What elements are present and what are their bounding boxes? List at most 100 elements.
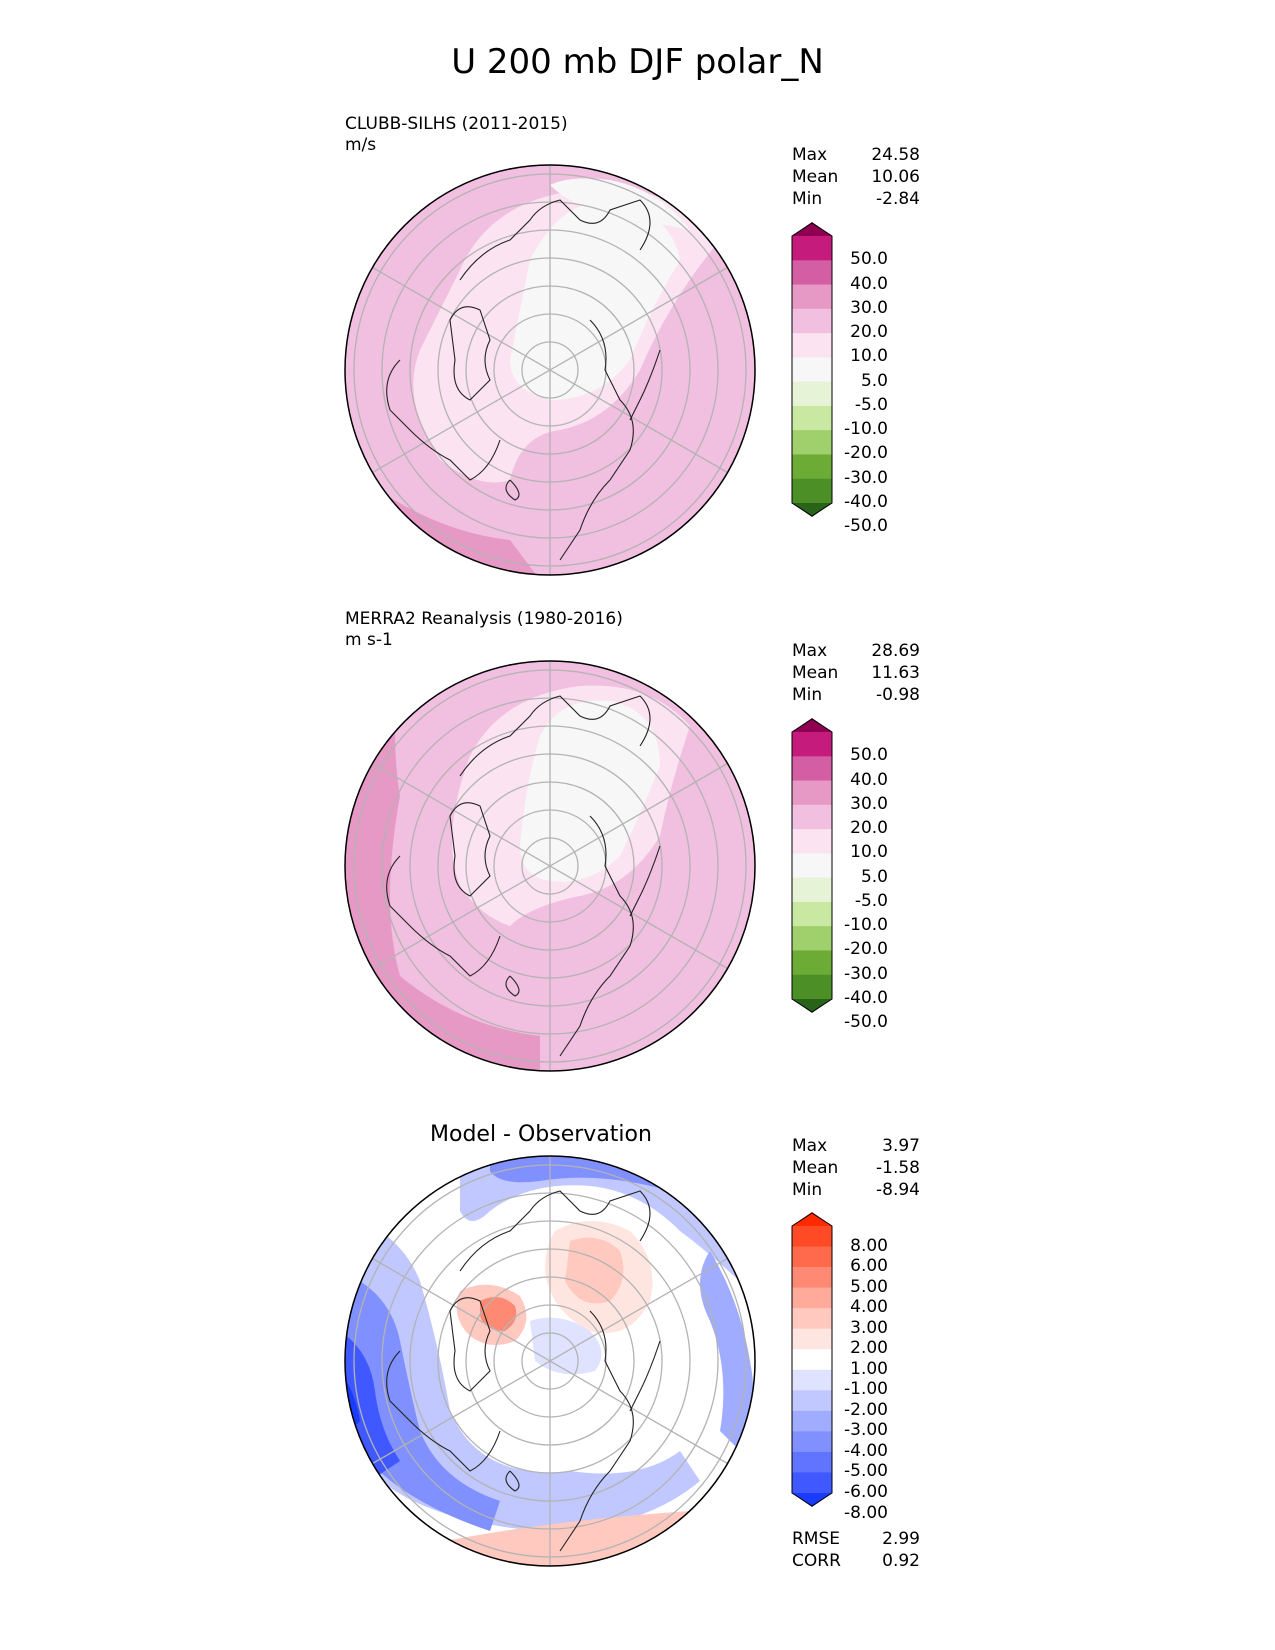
colorbar-tick-label: 6.00 <box>850 1256 888 1277</box>
colorbar-segment <box>792 357 832 383</box>
panel-2-graticule <box>353 661 747 1071</box>
colorbar-tick-label: 8.00 <box>850 1235 888 1256</box>
colorbar-tick-label: -4.00 <box>844 1440 888 1461</box>
colorbar-segment <box>792 1410 832 1432</box>
colorbar-tick-label: -5.00 <box>844 1461 888 1482</box>
stat-min-value: -8.94 <box>876 1180 920 1200</box>
colorbar-tick-label: -3.00 <box>844 1420 888 1441</box>
colorbar-tick-label: 5.0 <box>860 866 888 887</box>
colorbar-segment <box>792 1451 832 1473</box>
colorbar-segment <box>792 381 832 407</box>
panel-2-units: m s-1 <box>345 630 393 650</box>
colorbar-segment <box>792 1226 832 1248</box>
stat-min-label: Min <box>792 685 823 705</box>
stat-mean-label: Mean <box>792 1158 839 1178</box>
colorbar-tick-label: 10.0 <box>850 842 888 863</box>
panel-3-title: Model - Observation <box>430 1122 652 1147</box>
colorbar-tick-label: -30.0 <box>844 963 888 984</box>
colorbar-segment <box>792 284 832 310</box>
panel-2-title: MERRA2 Reanalysis (1980-2016) m s-1 <box>345 609 623 651</box>
panel-1-stats: Max 24.58 Mean 10.06 Min -2.84 <box>792 144 920 210</box>
colorbar-segment <box>792 829 832 854</box>
colorbar-segment <box>792 718 832 732</box>
colorbar-tick-label: 2.00 <box>850 1338 888 1359</box>
colorbar-tick-label: 40.0 <box>850 273 888 294</box>
rmse-value: 2.99 <box>882 1529 920 1549</box>
corr-label: CORR <box>792 1551 841 1571</box>
stat-mean-label: Mean <box>792 663 839 683</box>
figure-title: U 200 mb DJF polar_N <box>451 42 824 82</box>
colorbar-tick-label: -50.0 <box>844 516 888 537</box>
panel-2-coastlines <box>386 695 661 1057</box>
colorbar-segment <box>792 1246 832 1268</box>
colorbar-segment <box>792 1308 832 1330</box>
colorbar-outline <box>791 718 833 1013</box>
panel-3-coastlines <box>386 1190 661 1552</box>
colorbar-segment <box>792 901 832 927</box>
colorbar-tick-label: -2.00 <box>844 1399 888 1420</box>
colorbar-tick-label: 50.0 <box>850 745 888 766</box>
stat-max-value: 28.69 <box>871 641 920 661</box>
colorbar-tick-label: -5.0 <box>854 890 888 911</box>
colorbar-segment <box>792 1287 832 1309</box>
colorbar-tick-label: 30.0 <box>850 297 888 318</box>
colorbar-outline <box>791 1212 833 1507</box>
stat-mean-value: 10.06 <box>871 167 920 187</box>
panel-3-map-boundary <box>344 1155 756 1567</box>
colorbar-tick-label: 10.0 <box>850 346 888 367</box>
colorbar-tick-label: -10.0 <box>844 915 888 936</box>
panel-2-stats: Max 28.69 Mean 11.63 Min -0.98 <box>792 640 920 706</box>
colorbar-tick-label: -40.0 <box>844 988 888 1008</box>
colorbar-segment <box>792 1493 832 1507</box>
colorbar-tick-label: 20.0 <box>850 322 888 343</box>
colorbar-segment <box>792 308 832 334</box>
colorbar-segment <box>792 950 832 976</box>
colorbar-tick-label: -1.00 <box>844 1379 888 1400</box>
colorbar-tick-label: -8.00 <box>844 1502 888 1523</box>
panel-3-colorbar <box>791 1212 833 1507</box>
colorbar-outline <box>791 222 833 517</box>
colorbar-segment <box>792 853 832 879</box>
colorbar-segment <box>792 1431 832 1453</box>
panel-1-graticule <box>353 165 747 575</box>
colorbar-segment <box>792 1328 832 1350</box>
colorbar-segment <box>792 780 832 806</box>
colorbar-segment <box>792 333 832 358</box>
panel-2-map-boundary <box>344 660 756 1072</box>
colorbar-tick-label: -20.0 <box>844 939 888 960</box>
panel-1-model-name: CLUBB-SILHS (2011-2015) <box>345 114 568 134</box>
colorbar-segment <box>792 1390 832 1412</box>
stat-mean-value: 11.63 <box>871 663 920 683</box>
panel-1-coastlines <box>386 199 661 561</box>
panel-3-polar-map <box>344 1155 756 1567</box>
panel-3-metrics: RMSE 2.99 CORR 0.92 <box>792 1528 920 1572</box>
colorbar-tick-label: -5.0 <box>854 394 888 415</box>
stat-max-label: Max <box>792 641 828 661</box>
colorbar-segment <box>792 1212 832 1226</box>
colorbar-tick-label: -40.0 <box>844 492 888 512</box>
colorbar-tick-label: 1.00 <box>850 1358 888 1379</box>
panel-1-title: CLUBB-SILHS (2011-2015) m/s <box>345 114 568 156</box>
colorbar-tick-label: -10.0 <box>844 419 888 440</box>
colorbar-tick-label: -50.0 <box>844 1012 888 1033</box>
panel-2-polar-map <box>344 660 756 1072</box>
colorbar-tick-label: 20.0 <box>850 818 888 839</box>
stat-max-label: Max <box>792 145 828 165</box>
stat-max-label: Max <box>792 1136 828 1156</box>
colorbar-tick-label: -6.00 <box>844 1482 888 1502</box>
colorbar-segment <box>792 804 832 830</box>
panel-3-stats: Max 3.97 Mean -1.58 Min -8.94 <box>792 1135 920 1201</box>
colorbar-segment <box>792 430 832 455</box>
colorbar-tick-label: 5.0 <box>860 370 888 391</box>
stat-mean-value: -1.58 <box>876 1158 920 1178</box>
colorbar-tick-label: -20.0 <box>844 443 888 464</box>
panel-1-map-boundary <box>344 164 756 576</box>
colorbar-segment <box>792 1349 832 1371</box>
colorbar-tick-label: 4.00 <box>850 1297 888 1318</box>
panel-1-polar-map <box>344 164 756 576</box>
colorbar-segment <box>792 503 832 517</box>
colorbar-segment <box>792 454 832 480</box>
panel-1-units: m/s <box>345 135 377 155</box>
colorbar-segment <box>792 926 832 951</box>
stat-max-value: 3.97 <box>882 1136 920 1156</box>
